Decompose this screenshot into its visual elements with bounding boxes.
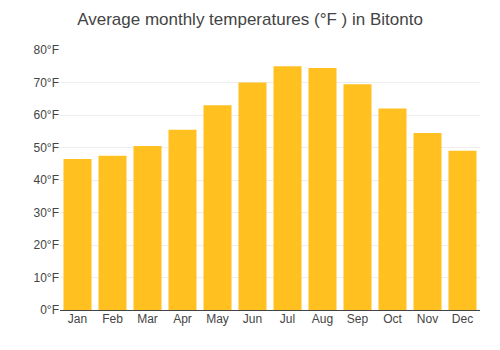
svg-text:Apr: Apr <box>173 312 192 326</box>
svg-text:Nov: Nov <box>417 312 438 326</box>
svg-text:0°F: 0°F <box>40 303 59 317</box>
svg-text:Aug: Aug <box>312 312 333 326</box>
svg-text:Oct: Oct <box>383 312 402 326</box>
svg-text:40°F: 40°F <box>34 173 59 187</box>
svg-text:Mar: Mar <box>137 312 158 326</box>
svg-text:Sep: Sep <box>347 312 369 326</box>
svg-text:May: May <box>206 312 229 326</box>
svg-text:80°F: 80°F <box>34 43 59 57</box>
svg-text:30°F: 30°F <box>34 206 59 220</box>
svg-text:Jan: Jan <box>68 312 87 326</box>
svg-text:20°F: 20°F <box>34 238 59 252</box>
svg-text:10°F: 10°F <box>34 271 59 285</box>
svg-text:Average monthly temperatures (: Average monthly temperatures (°F ) in Bi… <box>77 10 423 29</box>
svg-text:Dec: Dec <box>452 312 473 326</box>
svg-text:Jun: Jun <box>243 312 262 326</box>
svg-text:Jul: Jul <box>280 312 295 326</box>
svg-text:Feb: Feb <box>102 312 123 326</box>
svg-text:60°F: 60°F <box>34 108 59 122</box>
svg-text:50°F: 50°F <box>34 141 59 155</box>
svg-text:70°F: 70°F <box>34 76 59 90</box>
